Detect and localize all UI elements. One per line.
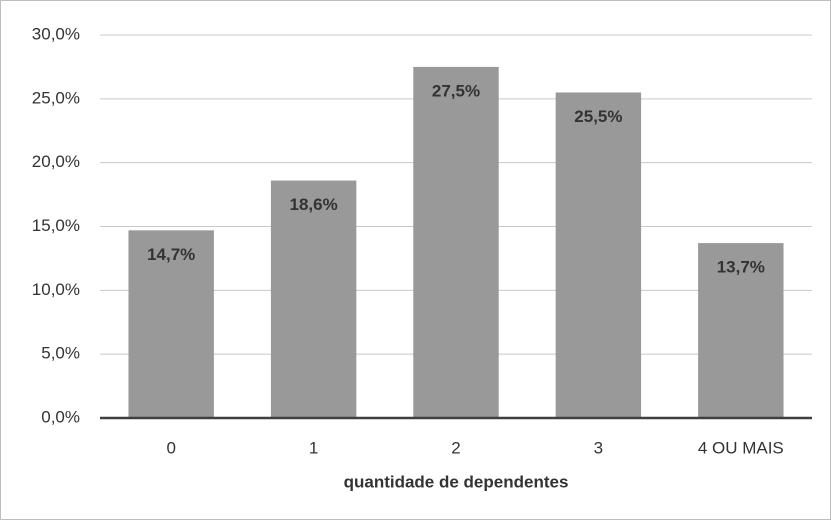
- x-tick-label: 3: [594, 438, 603, 457]
- x-tick-label: 1: [309, 438, 318, 457]
- data-label: 13,7%: [717, 258, 765, 277]
- y-tick-label: 20,0%: [32, 152, 80, 171]
- y-tick-label: 0,0%: [41, 407, 80, 426]
- y-tick-label: 15,0%: [32, 216, 80, 235]
- bar: [698, 243, 784, 418]
- bar: [555, 92, 642, 418]
- x-tick-label: 4 OU MAIS: [698, 438, 784, 457]
- x-axis-title: quantidade de dependentes: [344, 472, 569, 491]
- x-tick-label: 2: [451, 438, 460, 457]
- data-label: 14,7%: [147, 245, 195, 264]
- x-tick-label: 0: [166, 438, 175, 457]
- y-tick-label: 25,0%: [32, 88, 80, 107]
- y-tick-label: 10,0%: [32, 280, 80, 299]
- data-label: 25,5%: [574, 107, 622, 126]
- bar: [413, 66, 499, 419]
- y-tick-label: 5,0%: [41, 344, 80, 363]
- data-label: 18,6%: [289, 195, 337, 214]
- bar: [128, 230, 214, 418]
- bar: [270, 180, 357, 418]
- data-label: 27,5%: [432, 81, 480, 100]
- y-tick-label: 30,0%: [32, 24, 80, 43]
